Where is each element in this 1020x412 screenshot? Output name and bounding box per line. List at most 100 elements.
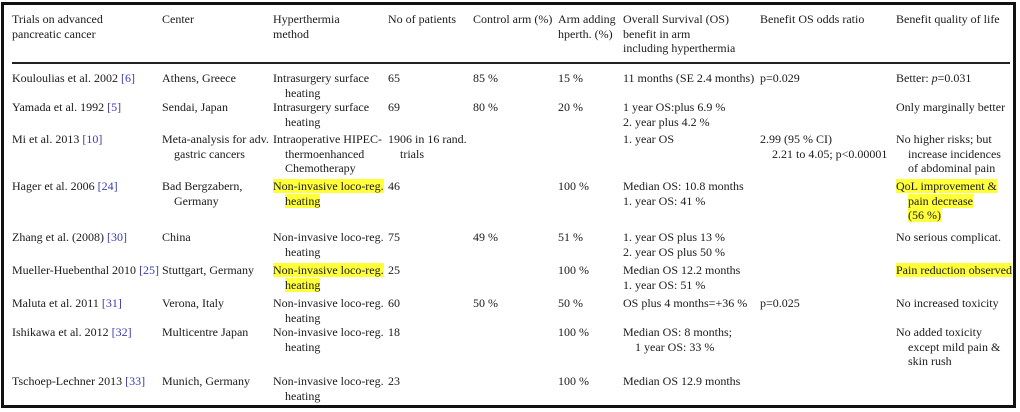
reference-link[interactable]: [33] [125,374,146,388]
patients-cell: 1906 in 16 rand. trials [388,132,467,161]
trial-label: Mi et al. 2013 [12,132,80,146]
odds-ratio-cell-line: p=0.029 [760,71,800,85]
trial-name: Zhang et al. (2008) [30] [12,230,127,245]
center-cell-line: Verona, Italy [162,296,224,310]
hyperthermia-arm-cell-line: 100 % [558,325,589,339]
column-header-line: Benefit quality of life [896,12,1000,26]
quality-of-life-cell: Only marginally better [896,100,1005,115]
column-header: Center [162,12,194,27]
os-benefit-cell: 11 months (SE 2.4 months) [623,71,754,86]
patients-cell-line: 18 [388,325,400,339]
os-benefit-cell: 1. year OS plus 13 % 2. year OS plus 50 % [623,230,725,259]
os-benefit-cell: Median OS: 8 months; 1 year OS: 33 % [623,325,732,354]
hyperthermia-arm-cell: 100 % [558,179,589,194]
trial-label: Kouloulias et al. 2002 [12,71,118,85]
method-cell: Non-invasive loco-reg. heating [273,325,384,354]
hyperthermia-arm-cell: 100 % [558,325,589,340]
hyperthermia-arm-cell: 20 % [558,100,583,115]
reference-link[interactable]: [6] [120,71,135,85]
os-benefit-cell: Median OS: 10.8 months 1. year OS: 41 % [623,179,744,208]
center-cell-line: Sendai, Japan [162,100,228,114]
quality-of-life-cell: Better: p=0.031 [896,71,971,86]
odds-ratio-cell-line: 2.21 to 4.05; p<0.00001 [772,146,888,161]
method-cell-line: Non-invasive loco-reg. [273,325,384,339]
os-benefit-cell: OS plus 4 months=+36 % [623,296,747,311]
os-benefit-cell-line: 1. year OS: 51 % [623,277,706,292]
center-cell-line: Stuttgart, Germany [162,263,254,277]
method-cell: Non-invasive loco-reg. heating [273,179,384,208]
reference-link[interactable]: [32] [111,325,132,339]
quality-of-life-cell-line: Pain reduction observed [896,263,1012,277]
method-cell-line: Non-invasive loco-reg. [273,179,384,193]
reference-link[interactable]: [5] [107,100,122,114]
header-rule [12,62,1010,64]
quality-of-life-cell-line: except mild pain & [908,339,1001,354]
hyperthermia-arm-cell: 100 % [558,374,589,389]
hyperthermia-arm-cell-line: 100 % [558,263,589,277]
center-cell-line: Bad Bergzabern, [162,179,243,193]
center-cell-line: China [162,230,191,244]
trial-name: Kouloulias et al. 2002 [6] [12,71,135,86]
os-benefit-cell-line: 2. year plus 4.2 % [623,114,710,129]
hyperthermia-arm-cell: 15 % [558,71,583,86]
control-arm-cell: 50 % [473,296,498,311]
center-cell: China [162,230,191,245]
patients-cell-line: 65 [388,71,400,85]
center-cell-line: Multicentre Japan [162,325,249,339]
method-cell-line: heating [285,244,321,259]
trial-label: Ishikawa et al. 2012 [12,325,109,339]
reference-link[interactable]: [30] [106,230,127,244]
trial-label: Maluta et al. 2011 [12,296,99,310]
quality-of-life-cell: No serious complicat. [896,230,1001,245]
patients-cell-line: 46 [388,179,400,193]
control-arm-cell: 49 % [473,230,498,245]
patients-cell-line: 25 [388,263,400,277]
center-cell: Verona, Italy [162,296,224,311]
trial-name: Ishikawa et al. 2012 [32] [12,325,132,340]
reference-link[interactable]: [10] [82,132,103,146]
trial-name: Hager et al. 2006 [24] [12,179,118,194]
method-cell: Non-invasive loco-reg. heating [273,230,384,259]
reference-link[interactable]: [24] [97,179,118,193]
patients-cell: 25 [388,263,400,278]
trial-label: Hager et al. 2006 [12,179,95,193]
patients-cell: 69 [388,100,400,115]
os-benefit-cell: 1 year OS:plus 6.9 % 2. year plus 4.2 % [623,100,725,129]
reference-link[interactable]: [31] [101,296,122,310]
column-header-line: Overall Survival (OS) [623,12,729,26]
trial-label: Tschoep-Lechner 2013 [12,374,123,388]
column-header: Trials on advanced pancreatic cancer [12,12,103,41]
column-header-line: benefit in arm [623,26,691,41]
hyperthermia-arm-cell: 51 % [558,230,583,245]
method-cell-line: heating [285,339,321,354]
method-cell: Intrasurgery surface heating [273,71,369,100]
odds-ratio-cell-line: p=0.025 [760,296,800,310]
column-header-line: Trials on advanced [12,12,103,26]
os-benefit-cell-line: Median OS 12.2 months [623,263,741,277]
method-cell-line: heating [285,114,321,129]
reference-link[interactable]: [25] [139,263,160,277]
method-cell-line: Intraoperative HIPEC- [273,132,382,146]
quality-of-life-cell-line: (56 %) [908,208,941,223]
os-benefit-cell-line: 2. year OS plus 50 % [623,244,725,259]
method-cell-line: Chemotherapy [285,161,356,176]
column-header-line: Hyperthermia [273,12,340,26]
os-benefit-cell-line: 11 months (SE 2.4 months) [623,71,755,85]
method-cell-line: heating [285,277,321,292]
method-cell: Non-invasive loco-reg. heating [273,374,384,403]
os-benefit-cell-line: OS plus 4 months=+36 % [623,296,748,310]
patients-cell-line: 60 [388,296,400,310]
center-cell: Sendai, Japan [162,100,228,115]
trial-name: Tschoep-Lechner 2013 [33] [12,374,145,389]
method-cell-line: Non-invasive loco-reg. [273,263,384,277]
center-cell: Athens, Greece [162,71,236,86]
quality-of-life-cell: Pain reduction observed [896,263,1012,278]
patients-cell: 46 [388,179,400,194]
method-cell: Intraoperative HIPEC-thermoenhanced Chemo… [273,132,382,176]
trial-name: Mi et al. 2013 [10] [12,132,102,147]
quality-of-life-cell-line: Only marginally better [896,100,1006,114]
quality-of-life-cell: QoL improvement & pain decrease (56 %) [896,179,997,223]
patients-cell: 75 [388,230,400,245]
quality-of-life-cell-line: QoL improvement & [896,179,997,193]
